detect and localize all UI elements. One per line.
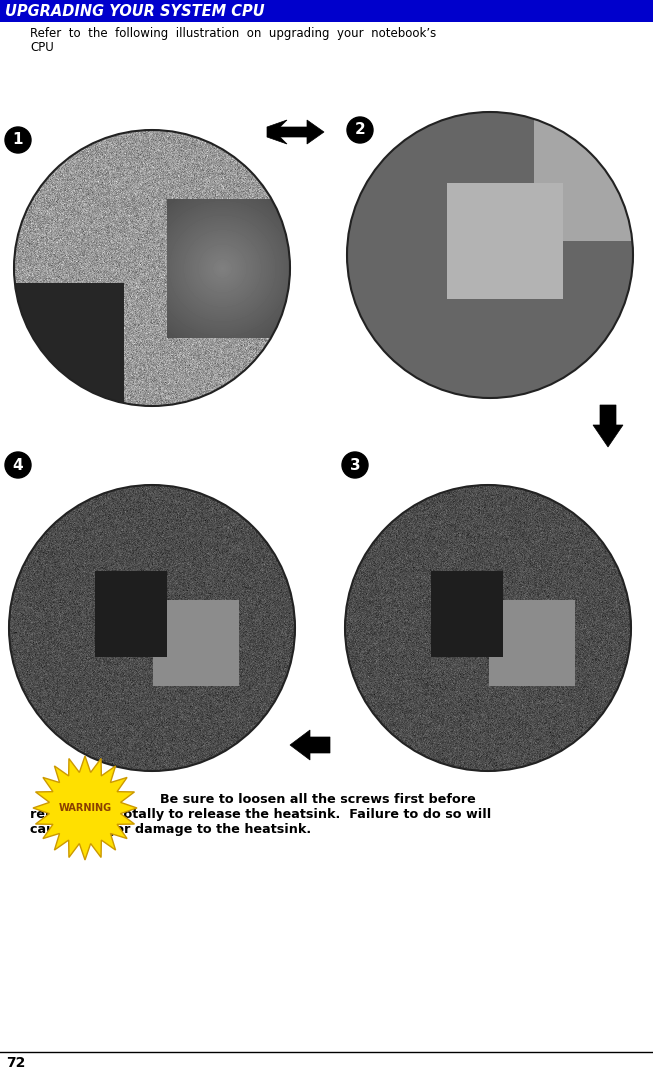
- Text: WARNING: WARNING: [58, 803, 112, 813]
- Text: 2: 2: [355, 123, 366, 138]
- Text: 1: 1: [13, 132, 24, 147]
- Polygon shape: [290, 730, 330, 760]
- Text: cause a major damage to the heatsink.: cause a major damage to the heatsink.: [30, 823, 311, 836]
- Circle shape: [347, 117, 373, 143]
- Text: removing it totally to release the heatsink.  Failure to do so will: removing it totally to release the heats…: [30, 808, 491, 821]
- Circle shape: [5, 127, 31, 153]
- Circle shape: [5, 452, 31, 478]
- Text: Refer  to  the  following  illustration  on  upgrading  your  notebook’s: Refer to the following illustration on u…: [30, 27, 436, 40]
- Polygon shape: [593, 405, 623, 447]
- Polygon shape: [33, 756, 137, 860]
- Circle shape: [342, 452, 368, 478]
- Text: 72: 72: [6, 1056, 25, 1070]
- Text: UPGRADING YOUR SYSTEM CPU: UPGRADING YOUR SYSTEM CPU: [5, 3, 264, 18]
- Text: Be sure to loosen all the screws first before: Be sure to loosen all the screws first b…: [160, 793, 476, 806]
- Text: 4: 4: [12, 457, 24, 472]
- Text: 3: 3: [350, 457, 360, 472]
- FancyBboxPatch shape: [0, 0, 653, 22]
- Text: CPU: CPU: [30, 41, 54, 54]
- Polygon shape: [267, 121, 324, 144]
